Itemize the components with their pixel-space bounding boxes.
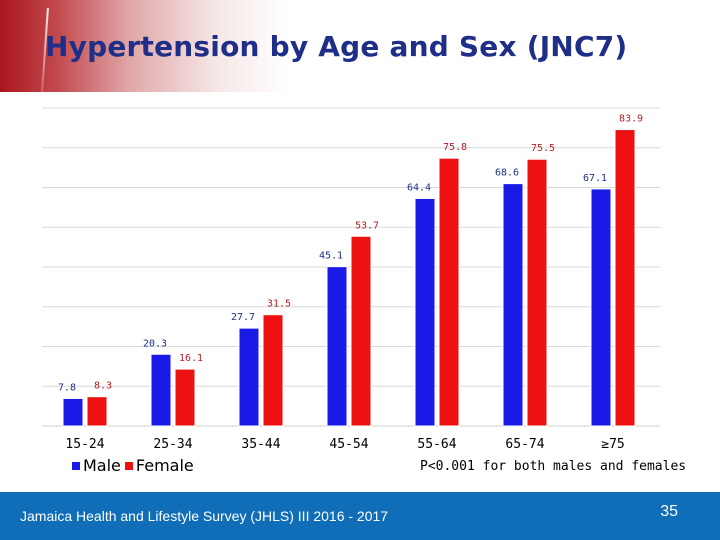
value-label-male-2: 27.7 — [231, 312, 255, 323]
bar-male-6 — [590, 188, 612, 427]
x-tick-label-1: 25-34 — [153, 437, 192, 452]
x-tick-label-2: 35-44 — [241, 437, 280, 452]
bar-female-6 — [614, 129, 636, 427]
value-label-female-3: 53.7 — [355, 220, 379, 231]
legend-male-swatch — [72, 461, 80, 470]
value-label-male-3: 45.1 — [319, 251, 343, 262]
slide-number: 35 — [660, 503, 678, 520]
legend-female-label: Female — [135, 456, 194, 475]
value-labels: 7.8 8.3 20.3 16.1 27.7 31.5 45.1 53.7 64.4 75.8 68… — [58, 114, 643, 394]
footer-bar: Jamaica Health and Lifestyle Survey (JHL… — [0, 492, 720, 540]
header-band — [0, 0, 720, 92]
value-label-male-0: 7.8 — [58, 382, 76, 393]
bar-female-4 — [438, 157, 460, 427]
bar-male-3 — [326, 266, 348, 427]
legend-male-label: Male — [83, 456, 121, 475]
x-tick-label-5: 65-74 — [505, 437, 544, 452]
slide-title: Hypertension by Age and Sex (JNC7) — [45, 30, 628, 63]
value-label-female-2: 31.5 — [267, 299, 291, 310]
bar-chart: 7.8 8.3 20.3 16.1 27.7 31.5 45.1 53.7 64.4 75.8 68… — [42, 107, 660, 452]
bar-male-0 — [62, 397, 84, 427]
legend-male: Male — [72, 456, 121, 475]
footer-source: Jamaica Health and Lifestyle Survey (JHL… — [20, 508, 389, 524]
bar-female-5 — [526, 158, 548, 427]
bar-male-1 — [150, 353, 172, 427]
significance-note: P<0.001 for both males and females — [420, 459, 687, 474]
legend: Male Female — [72, 456, 198, 475]
legend-female-swatch — [124, 461, 133, 470]
value-label-male-6: 67.1 — [583, 173, 607, 184]
x-tick-label-0: 15-24 — [65, 437, 104, 452]
value-label-male-5: 68.6 — [495, 168, 519, 179]
x-axis-labels: 15-24 25-34 35-44 45-54 55-64 65-74 ≥75 — [65, 437, 624, 452]
x-tick-label-3: 45-54 — [329, 437, 368, 452]
value-label-female-5: 75.5 — [531, 143, 555, 154]
bar-male-2 — [238, 327, 260, 427]
bar-female-3 — [350, 235, 372, 427]
bar-male-4 — [414, 197, 436, 427]
value-label-female-0: 8.3 — [94, 381, 112, 392]
bars — [62, 129, 636, 427]
value-label-female-1: 16.1 — [179, 353, 203, 364]
bar-male-5 — [502, 183, 524, 427]
value-label-female-4: 75.8 — [443, 142, 467, 153]
x-tick-label-6: ≥75 — [601, 437, 624, 452]
legend-female: Female — [124, 456, 194, 475]
bar-female-2 — [262, 314, 284, 427]
bar-female-1 — [174, 368, 196, 427]
x-tick-label-4: 55-64 — [417, 437, 456, 452]
value-label-female-6: 83.9 — [619, 114, 643, 125]
value-label-male-4: 64.4 — [407, 182, 431, 193]
bar-female-0 — [86, 396, 108, 427]
value-label-male-1: 20.3 — [143, 338, 167, 349]
